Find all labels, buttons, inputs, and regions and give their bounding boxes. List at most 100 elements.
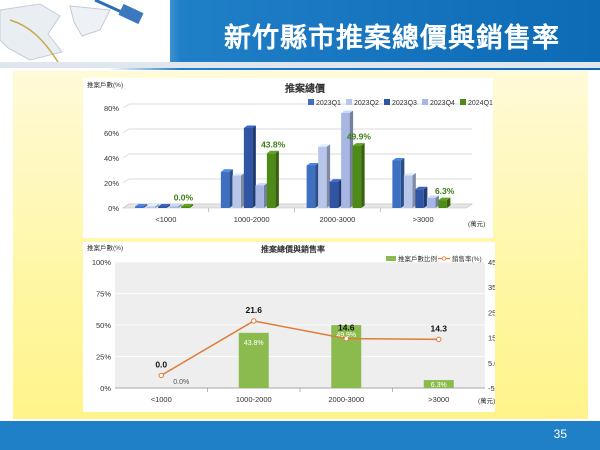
bar-side: [178, 204, 182, 208]
y-tick-label: 20%: [104, 179, 119, 188]
sales-rate-point: [436, 336, 442, 343]
data-label: 49.9%: [347, 132, 372, 142]
bar-top: [266, 150, 279, 154]
x-tick-label: 1000-2000: [236, 395, 272, 404]
line-data-label: 21.6: [245, 305, 262, 315]
bar: [135, 206, 144, 208]
legend-swatch: [460, 99, 466, 105]
bar-top: [403, 173, 416, 176]
y-tick-label: 75%: [96, 290, 111, 299]
bar-side: [143, 204, 148, 208]
sales-rate-point: [158, 372, 164, 379]
chart-price-sales-rate-legend: 推案戶數比例 銷售率(%): [386, 254, 482, 263]
bar-side: [166, 204, 171, 208]
bar: [318, 146, 327, 208]
header-divider: [0, 62, 600, 68]
bar: [232, 175, 241, 208]
bar: [306, 165, 316, 208]
slide-title: 新竹縣市推案總價與銷售率: [224, 23, 560, 54]
legend-label: 2023Q1: [316, 100, 341, 107]
bar-top: [232, 173, 245, 176]
bar-top: [352, 143, 365, 146]
bar: [158, 206, 167, 208]
legend-swatch: [422, 99, 428, 105]
legend-marker: [441, 256, 447, 261]
chart-total-price: 0.0% 43.8% 49.9% 6.3% 0% 20% 40% 60% 80% <1000 10…: [83, 78, 493, 238]
bar: [392, 160, 401, 208]
legend-label: 2024Q1: [468, 100, 493, 107]
bar-top: [329, 179, 342, 182]
chart-total-price-ylabel: 推案戶數(%): [87, 80, 123, 89]
y2-tick-label: -5.0: [488, 384, 495, 393]
bar: [426, 198, 436, 208]
bar: [266, 153, 276, 208]
bar: [220, 171, 230, 208]
y2-tick-label: 25.0: [488, 308, 495, 317]
bar-top: [318, 144, 331, 147]
bar: [403, 175, 413, 208]
bar: [423, 380, 454, 388]
bar: [341, 113, 350, 208]
chart-total-price-tick-labels: 0% 20% 40% 60% 80% <1000 1000-2000 2000-3000 >30…: [104, 104, 434, 224]
bar-side: [240, 173, 245, 208]
y-tick-label: 60%: [104, 129, 119, 138]
bar: [169, 206, 179, 208]
chart-price-sales-rate-xlabel: (萬元): [478, 396, 495, 405]
y2-tick-label: 5.0: [488, 359, 495, 368]
data-label: 0.0%: [174, 193, 194, 203]
bar-side: [446, 197, 451, 208]
chart-price-sales-rate-line: [158, 318, 442, 379]
chart-price-sales-rate-data-labels: 0.0% 0.0 43.8% 21.6 49.9%14.6 6.3% 14.3: [155, 305, 447, 389]
x-tick-label: <1000: [155, 215, 176, 224]
bar: [181, 206, 190, 208]
gridline-edge: [122, 103, 130, 109]
y2-tick-label: 45.0: [488, 258, 495, 267]
chart-total-price-data-labels: 0.0% 43.8% 49.9% 6.3%: [174, 132, 455, 203]
bar-side: [400, 158, 405, 208]
bar-data-label: 49.9%: [336, 332, 356, 339]
x-tick-label: 2000-3000: [328, 395, 364, 404]
y2-tick-label: 15.0: [488, 334, 495, 343]
slide-footer: 35: [0, 421, 600, 450]
legend-swatch: [384, 99, 390, 105]
sales-rate-point: [343, 335, 349, 342]
x-tick-label: 2000-3000: [319, 215, 355, 224]
chart-price-sales-rate-ylabel: 推案戶數(%): [87, 243, 123, 252]
bar: [438, 200, 447, 208]
bar-top: [158, 204, 171, 207]
gridline-edge: [122, 153, 130, 159]
legend-label: 2023Q3: [392, 100, 417, 107]
chart-price-sales-rate-svg: 0.0% 0.0 43.8% 21.6 49.9%14.6 6.3% 14.3 0% 25% 5…: [87, 243, 503, 405]
bar: [243, 128, 253, 208]
bar-top: [255, 183, 268, 186]
bar-side: [338, 179, 342, 208]
chart-total-price-bars: [135, 110, 451, 208]
bar-top: [181, 204, 194, 207]
map-graphic: [0, 0, 170, 66]
bar-side: [435, 195, 439, 208]
bar-side: [412, 173, 416, 208]
bar-side: [155, 204, 159, 208]
line-data-label: 14.3: [430, 323, 447, 333]
x-tick-label: >3000: [428, 395, 449, 404]
bar-side: [263, 183, 268, 208]
bar-side: [189, 204, 194, 208]
bar-top: [146, 204, 159, 207]
legend-label: 2023Q2: [354, 100, 379, 107]
bar-side: [252, 125, 256, 208]
bar-data-label: 43.8%: [244, 340, 264, 347]
chart-total-price-title: 推案總價: [285, 82, 326, 95]
chart-total-price-legend: 2023Q1 2023Q2 2023Q3 2023Q4 2024Q1: [308, 99, 493, 107]
chart-price-sales-rate-gridlines: [115, 261, 485, 392]
bar-side: [349, 110, 354, 208]
data-label: 6.3%: [435, 186, 455, 196]
bar-side: [361, 143, 365, 208]
chart-price-sales-rate-bars: [238, 325, 454, 388]
bar-top: [426, 195, 439, 198]
chart-total-price-xlabel: (萬元): [468, 219, 485, 228]
y-tick-label: 100%: [92, 258, 112, 267]
bar-top: [438, 197, 451, 201]
bar-top: [220, 169, 233, 172]
line-data-label: 0.0: [155, 359, 167, 369]
